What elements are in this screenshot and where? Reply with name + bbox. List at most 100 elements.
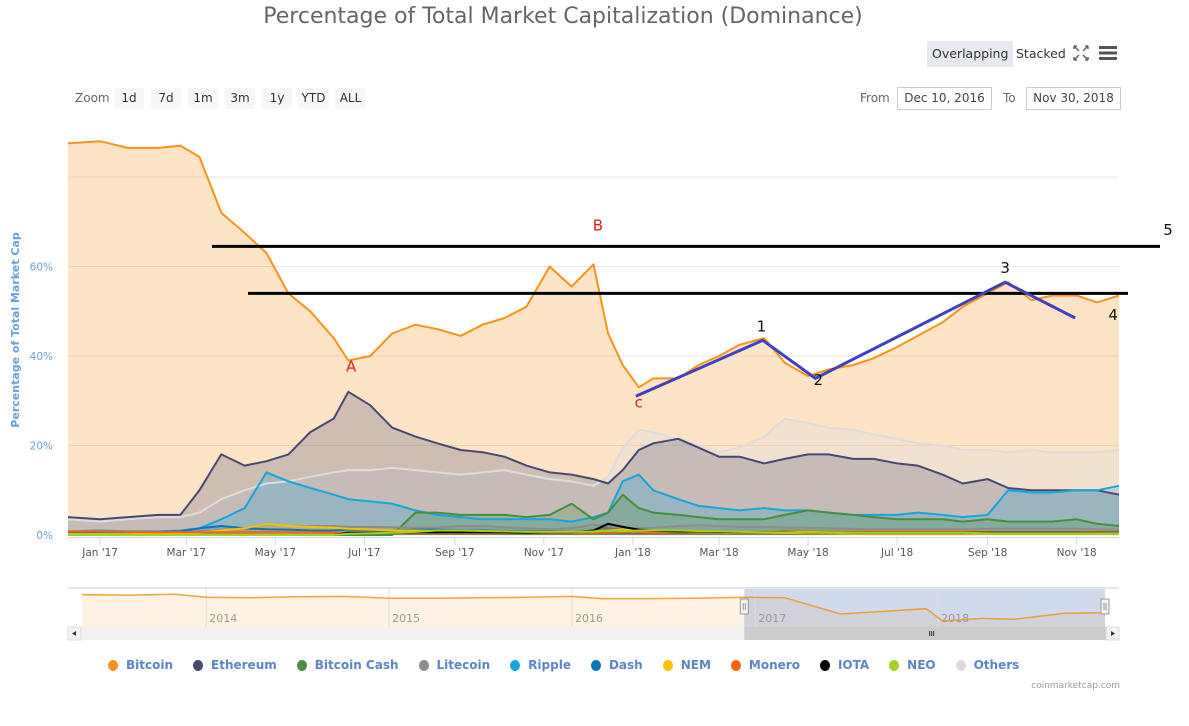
x-tick-label: May '18 [787,547,828,559]
arrow-left-icon [72,631,76,636]
legend-item-monero[interactable]: Monero [730,656,800,674]
y-axis-title: Percentage of Total Market Cap [9,232,22,428]
legend-marker-icon [108,659,118,671]
legend-marker-icon [662,659,673,671]
series-area-bitcoin [68,141,1119,535]
y-tick-label: 0% [36,530,53,542]
navigator[interactable]: 2014 2015 2016 2017 2018 [67,587,1120,641]
legend-item-ripple[interactable]: Ripple [510,656,571,674]
legend-item-others[interactable]: Others [955,656,1020,674]
navigator-left-handle[interactable] [739,598,749,615]
zoom-ytd-button[interactable]: YTD [298,88,329,109]
wave-label-4: 4 [1108,306,1118,324]
navigator-line [81,593,1106,622]
navigator-area [82,594,1105,627]
series-area-others [68,418,1119,535]
series-line-ethereum [67,390,1120,521]
series-area-bitcoin-cash [68,494,1119,535]
legend-label: IOTA [837,658,870,672]
x-tick-label: May '17 [255,547,296,559]
legend-label: Others [973,658,1020,672]
from-label: From [860,91,890,105]
dominance-chart: 0% 20% 40% 60% Percentage of Total Market C… [9,140,1173,641]
legend-item-dash[interactable]: Dash [590,656,643,674]
x-tick-label: Nov '18 [1057,547,1097,559]
legend-item-ethereum[interactable]: Ethereum [193,656,277,674]
zoom-3m-button[interactable]: 3m [225,88,255,109]
x-tick-label: Mar '18 [699,547,738,559]
legend-marker-icon [730,659,741,671]
elliott-wave-path [635,280,1076,398]
series-line-others [67,417,1120,523]
legend-label: Litecoin [436,658,491,672]
wave-label-2: 2 [814,371,824,389]
y-tick-label: 40% [30,351,53,363]
legend-item-bitcoin-cash[interactable]: Bitcoin Cash [296,656,399,674]
legend-marker-icon [296,659,307,671]
zoom-7d-button[interactable]: 7d [151,88,181,109]
from-date-input[interactable]: Dec 10, 2016 [897,87,992,110]
y-axis-ticks: 0% 20% 40% 60% [30,262,53,543]
to-label: To [1003,91,1016,105]
wave-label-5: 5 [1163,221,1173,239]
legend-item-nem[interactable]: NEM [662,656,711,674]
legend-marker-icon [889,659,900,671]
wave-label-B: B [593,217,603,235]
navigator-right-handle[interactable] [1100,598,1110,615]
navigator-year-label: 2014 [209,612,237,625]
wave-label-3: 3 [1000,259,1010,277]
series-line-bitcoin [67,140,1120,389]
navigator-year-label: 2018 [941,612,969,625]
zoom-1m-button[interactable]: 1m [188,88,218,109]
navigator-year-label: 2016 [575,612,603,625]
legend-label: Monero [748,658,800,672]
navigator-year-label: 2015 [392,612,420,625]
zoom-all-button[interactable]: ALL [335,88,366,109]
series-area-ethereum [68,391,1119,535]
legend-label: Ethereum [211,658,277,672]
legend-item-bitcoin[interactable]: Bitcoin [108,656,173,674]
wave-label-1: 1 [757,317,767,335]
wave-label-c: c [635,393,643,411]
x-tick-label: Nov '17 [524,547,564,559]
legend-label: Dash [608,658,643,672]
legend-item-neo[interactable]: NEO [889,656,936,674]
y-tick-label: 60% [30,262,53,274]
legend-label: Ripple [528,658,571,672]
x-tick-label: Jan '17 [81,547,118,559]
legend-marker-icon [955,659,966,671]
legend-marker-icon [418,659,429,671]
x-tick-label: Sep '17 [435,547,474,559]
wave-label-A: A [346,358,357,376]
zoom-1d-button[interactable]: 1d [114,88,144,109]
series-lines [67,140,1120,536]
credits-link[interactable]: coinmarketcap.com [1031,681,1120,691]
series-line-neo [68,529,1119,536]
navigator-year-label: 2017 [758,612,786,625]
y-tick-label: 20% [30,441,53,453]
zoom-1y-button[interactable]: 1y [262,88,292,109]
legend-marker-icon [193,659,204,671]
legend-item-iota[interactable]: IOTA [819,656,870,674]
legend-marker-icon [590,659,601,671]
legend: Bitcoin Ethereum Bitcoin Cash Litecoin Rippl… [108,656,1039,674]
series-areas [68,141,1119,535]
legend-label: NEO [907,658,936,672]
legend-marker-icon [510,659,521,671]
x-tick-label: Sep '18 [968,547,1007,559]
to-date-input[interactable]: Nov 30, 2018 [1026,87,1121,110]
chart-title: Percentage of Total Market Capitalizatio… [263,4,863,29]
zoom-label: Zoom [75,91,110,105]
fullscreen-icon[interactable] [1071,43,1091,63]
annotations: A Bc 1 2 3 4 5 [212,217,1173,411]
legend-label: NEM [680,658,711,672]
legend-item-litecoin[interactable]: Litecoin [418,656,491,674]
hamburger-menu-icon[interactable] [1098,43,1118,63]
legend-label: Bitcoin Cash [314,658,399,672]
x-tick-label: Jul '18 [880,547,913,559]
overlapping-button[interactable]: Overlapping [927,41,1014,67]
stacked-button[interactable]: Stacked [1016,46,1066,61]
series-area-ripple [68,472,1119,535]
legend-marker-icon [819,659,830,671]
legend-label: Bitcoin [126,658,174,672]
